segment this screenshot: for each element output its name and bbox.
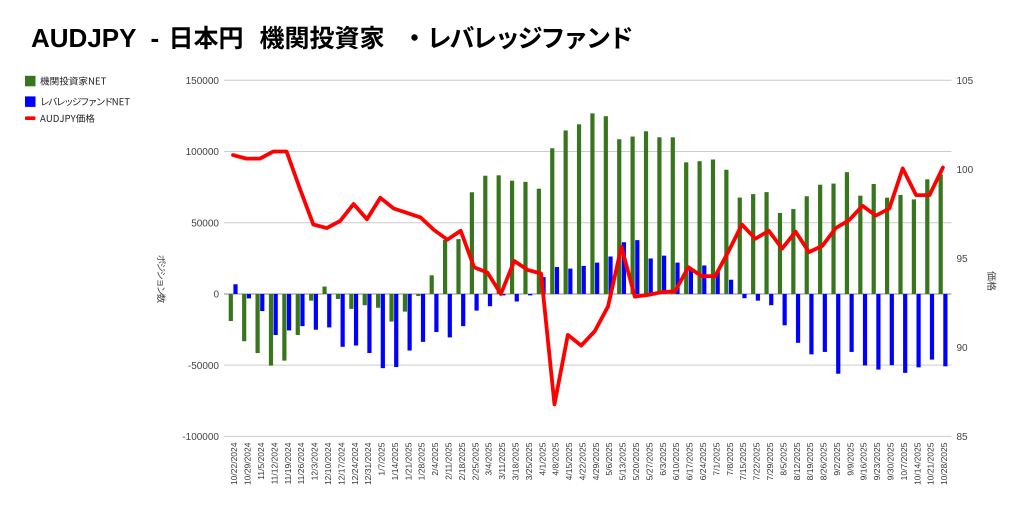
svg-text:12/17/2024: 12/17/2024 [336,442,346,485]
svg-text:11/19/2024: 11/19/2024 [283,442,293,484]
svg-text:10/22/2024: 10/22/2024 [229,442,239,485]
svg-text:95: 95 [957,254,969,265]
svg-text:100000: 100000 [186,147,220,158]
svg-text:9/30/2025: 9/30/2025 [886,442,896,480]
svg-text:6/24/2025: 6/24/2025 [698,442,708,480]
svg-text:9/2/2025: 9/2/2025 [832,442,842,475]
svg-text:1/21/2025: 1/21/2025 [403,442,413,480]
svg-text:7/22/2025: 7/22/2025 [752,442,762,480]
svg-text:8/12/2025: 8/12/2025 [792,442,802,480]
svg-text:10/21/2025: 10/21/2025 [926,442,936,485]
svg-text:6/17/2025: 6/17/2025 [685,442,695,480]
svg-text:8/26/2025: 8/26/2025 [819,442,829,480]
svg-text:10/7/2025: 10/7/2025 [899,442,909,480]
svg-text:7/15/2025: 7/15/2025 [738,442,748,480]
svg-text:4/1/2025: 4/1/2025 [537,442,547,475]
svg-text:4/8/2025: 4/8/2025 [551,442,561,475]
svg-text:8/5/2025: 8/5/2025 [778,442,788,475]
svg-text:85: 85 [957,432,969,443]
svg-text:5/6/2025: 5/6/2025 [604,442,614,475]
svg-text:12/31/2024: 12/31/2024 [363,442,373,485]
svg-text:2/18/2025: 2/18/2025 [457,442,467,480]
svg-text:9/16/2025: 9/16/2025 [859,442,869,480]
svg-text:8/19/2025: 8/19/2025 [805,442,815,480]
svg-text:4/22/2025: 4/22/2025 [577,442,587,480]
svg-text:150000: 150000 [186,76,220,87]
svg-text:2/11/2025: 2/11/2025 [444,442,454,479]
svg-text:11/12/2024: 11/12/2024 [269,442,279,484]
svg-text:5/27/2025: 5/27/2025 [644,442,654,480]
svg-text:9/9/2025: 9/9/2025 [845,442,855,475]
svg-text:5/13/2025: 5/13/2025 [618,442,628,480]
svg-text:7/29/2025: 7/29/2025 [765,442,775,480]
svg-text:6/10/2025: 6/10/2025 [671,442,681,480]
svg-text:3/11/2025: 3/11/2025 [497,442,507,479]
svg-text:1/7/2025: 1/7/2025 [377,442,387,475]
svg-text:0: 0 [213,290,219,301]
svg-text:5/20/2025: 5/20/2025 [631,442,641,480]
svg-text:10/14/2025: 10/14/2025 [912,442,922,485]
svg-text:105: 105 [957,76,974,87]
svg-text:1/14/2025: 1/14/2025 [390,442,400,480]
svg-text:10/29/2024: 10/29/2024 [243,442,253,485]
svg-text:6/3/2025: 6/3/2025 [658,442,668,475]
svg-text:7/8/2025: 7/8/2025 [725,442,735,475]
svg-text:4/29/2025: 4/29/2025 [591,442,601,480]
svg-text:3/4/2025: 3/4/2025 [484,442,494,475]
svg-text:3/25/2025: 3/25/2025 [524,442,534,480]
svg-text:4/15/2025: 4/15/2025 [564,442,574,480]
svg-text:7/1/2025: 7/1/2025 [711,442,721,475]
svg-text:12/24/2024: 12/24/2024 [350,442,360,485]
svg-text:1/28/2025: 1/28/2025 [417,442,427,480]
svg-text:100: 100 [957,165,974,176]
svg-text:3/18/2025: 3/18/2025 [510,442,520,480]
svg-text:12/10/2024: 12/10/2024 [323,442,333,485]
svg-text:-100000: -100000 [182,432,219,443]
svg-text:2/4/2025: 2/4/2025 [430,442,440,475]
svg-text:11/5/2024: 11/5/2024 [256,442,266,479]
svg-text:50000: 50000 [191,218,219,229]
svg-text:11/26/2024: 11/26/2024 [296,442,306,484]
svg-text:-50000: -50000 [188,361,220,372]
svg-text:2/25/2025: 2/25/2025 [470,442,480,480]
svg-text:AUDJPY -: AUDJPY - [31,23,159,53]
svg-text:10/28/2025: 10/28/2025 [939,442,949,485]
svg-text:90: 90 [957,343,969,354]
svg-text:9/23/2025: 9/23/2025 [872,442,882,480]
svg-text:12/3/2024: 12/3/2024 [310,442,320,480]
